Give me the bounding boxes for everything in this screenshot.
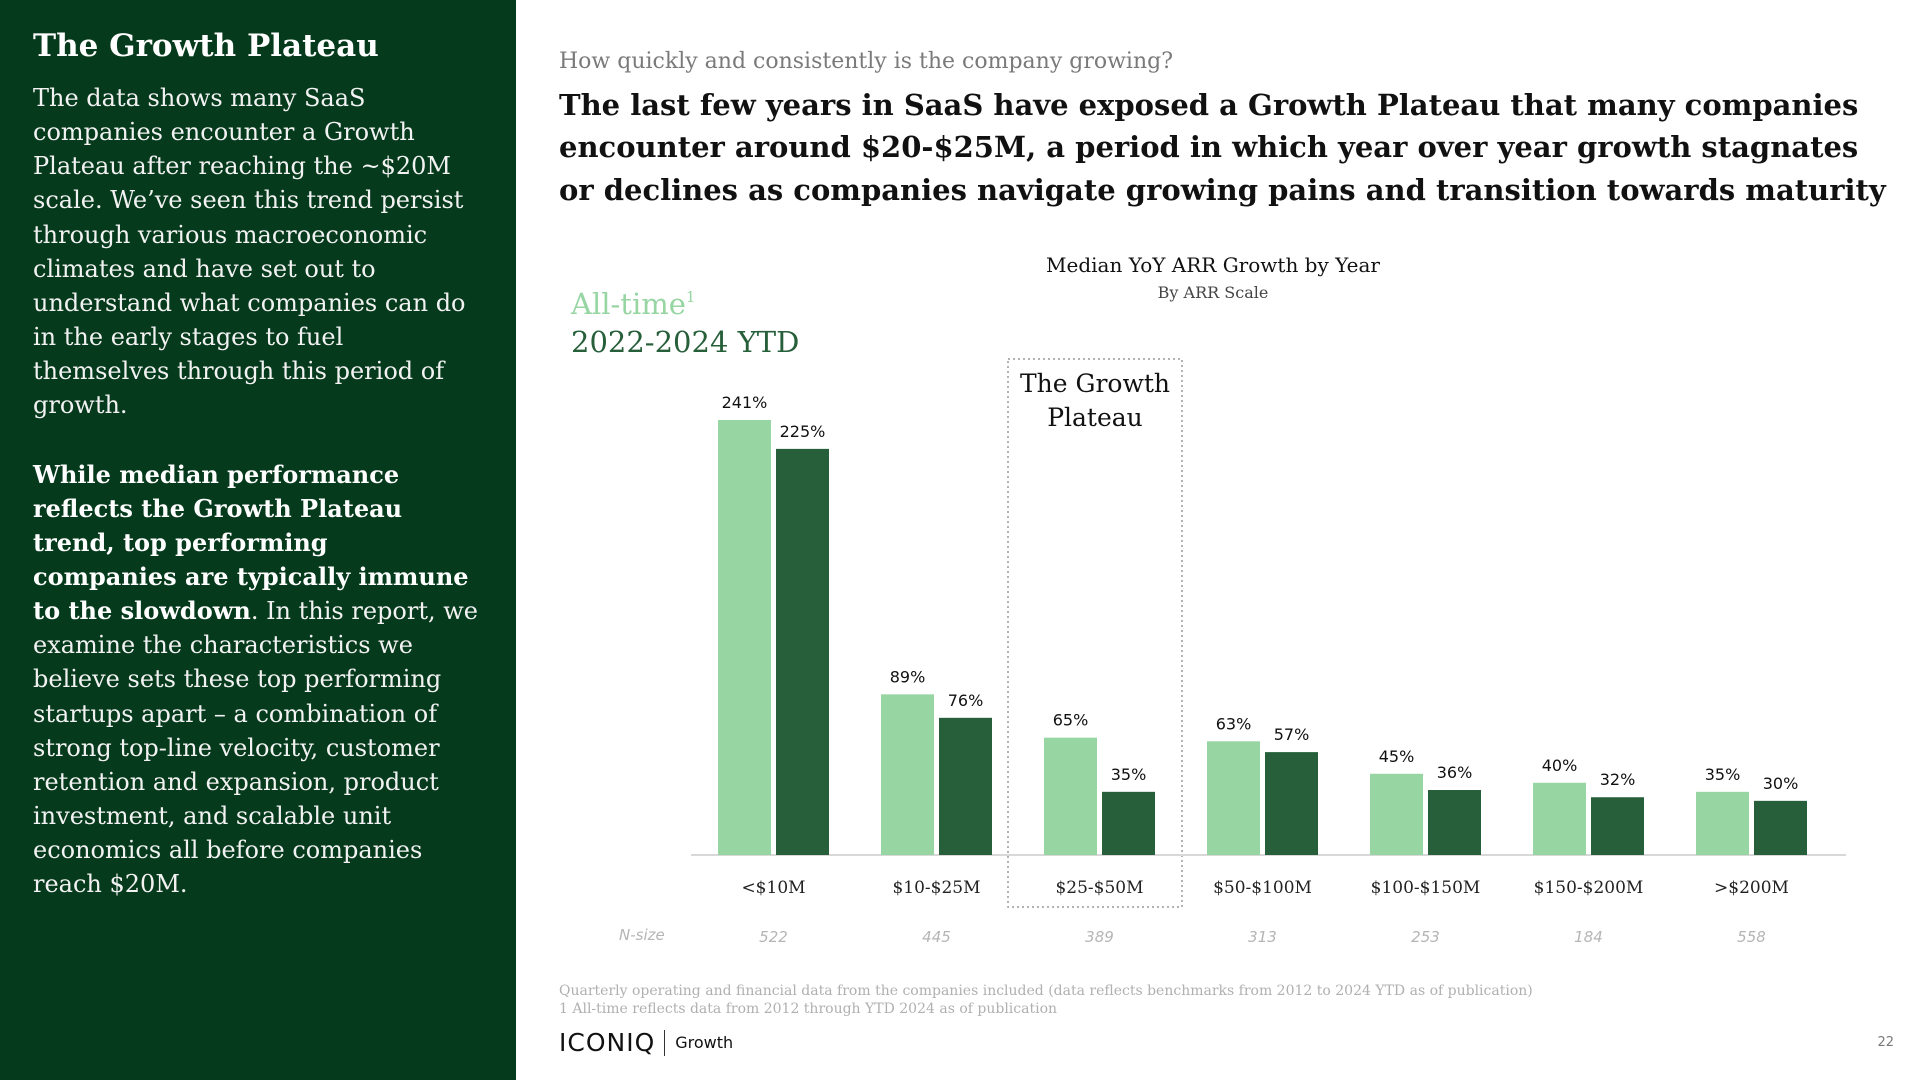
sidebar-paragraph-2-rest: . In this report, we examine the charact…	[33, 597, 478, 898]
data-label-ytd-4: 36%	[1437, 763, 1473, 782]
footnote-2: 1 All-time reflects data from 2012 throu…	[559, 1000, 1058, 1017]
bar-all-time-4	[1370, 773, 1423, 855]
sidebar-paragraph-2-bold: While median performance reflects the Gr…	[33, 459, 469, 626]
logo-subbrand: Growth	[675, 1033, 734, 1052]
growth-plateau-box	[1007, 358, 1183, 908]
x-tick-label-4: $100-$150M	[1371, 878, 1481, 898]
main-content: How quickly and consistently is the comp…	[516, 0, 1920, 1080]
data-label-ytd-0: 225%	[780, 422, 826, 441]
x-tick-label-6: >$200M	[1714, 878, 1789, 898]
data-label-all-time-4: 45%	[1379, 747, 1415, 766]
brand-logo: ICONIQ Growth	[559, 1028, 733, 1057]
bar-ytd-3	[1265, 752, 1318, 855]
bar-chart: Median YoY ARR Growth by Year By ARR Sca…	[570, 253, 1846, 946]
bar-all-time-6	[1696, 791, 1749, 855]
sidebar-paragraph-2: While median performance reflects the Gr…	[33, 458, 478, 901]
sidebar-panel: The Growth Plateau The data shows many S…	[0, 0, 516, 1080]
nsize-value-1: 445	[922, 928, 951, 946]
bar-ytd-5	[1591, 797, 1644, 855]
sidebar-title: The Growth Plateau	[33, 28, 379, 64]
growth-plateau-line-1: The Growth	[1020, 369, 1170, 398]
data-label-ytd-6: 30%	[1763, 774, 1799, 793]
x-tick-label-1: $10-$25M	[892, 878, 980, 898]
nsize-value-3: 313	[1248, 928, 1277, 946]
data-label-ytd-3: 57%	[1274, 725, 1310, 744]
bar-ytd-0	[776, 448, 829, 855]
legend-ytd: 2022-2024 YTD	[571, 325, 799, 359]
bars-group: 241% 225% 89% 76% 65% 35% 63% 57% 45% 36% 40% 32% 35…	[718, 393, 1807, 855]
nsize-value-5: 184	[1574, 928, 1603, 946]
bar-ytd-1	[939, 717, 992, 855]
nsize-value-0: 522	[759, 928, 788, 946]
x-tick-label-0: <$10M	[741, 878, 805, 898]
bar-ytd-4	[1428, 790, 1481, 855]
nsize-value-4: 253	[1411, 928, 1440, 946]
nsize-label: N-size	[619, 926, 665, 944]
data-label-all-time-2: 65%	[1053, 711, 1089, 730]
x-tick-label-5: $150-$200M	[1534, 878, 1644, 898]
x-tick-label-2: $25-$50M	[1055, 878, 1143, 898]
bar-all-time-5	[1533, 782, 1586, 855]
data-label-all-time-3: 63%	[1216, 714, 1252, 733]
kicker-question: How quickly and consistently is the comp…	[559, 49, 1174, 74]
data-label-ytd-2: 35%	[1111, 765, 1147, 784]
logo-divider	[664, 1029, 666, 1056]
x-tick-label-3: $50-$100M	[1213, 878, 1312, 898]
nsize-value-2: 389	[1085, 928, 1114, 946]
nsize-value-6: 558	[1737, 928, 1766, 946]
chart-title: Median YoY ARR Growth by Year	[1046, 253, 1380, 277]
page-number: 22	[1877, 1035, 1894, 1050]
bar-all-time-1	[881, 694, 934, 855]
legend-footnote-marker: 1	[686, 288, 696, 306]
data-label-ytd-1: 76%	[948, 691, 984, 710]
data-label-all-time-1: 89%	[890, 667, 926, 686]
bar-ytd-2	[1102, 791, 1155, 855]
legend-all-time-label: All-time	[570, 287, 686, 321]
bar-ytd-6	[1754, 800, 1807, 855]
data-label-all-time-5: 40%	[1542, 756, 1578, 775]
footnote-1: Quarterly operating and financial data f…	[559, 983, 1533, 999]
nsize-values: 522 445 389 313 253 184 558	[759, 928, 1766, 946]
chart-subtitle: By ARR Scale	[1158, 283, 1269, 302]
growth-plateau-label: The Growth Plateau	[1020, 369, 1170, 432]
data-label-all-time-0: 241%	[722, 393, 768, 412]
legend-all-time: All-time1	[570, 287, 695, 321]
data-label-ytd-5: 32%	[1600, 770, 1636, 789]
bar-all-time-0	[718, 420, 771, 855]
x-tick-labels: <$10M $10-$25M $25-$50M $50-$100M $100-$150M…	[741, 878, 1789, 898]
bar-all-time-2	[1044, 737, 1097, 855]
logo-wordmark: ICONIQ	[559, 1028, 656, 1057]
data-label-all-time-6: 35%	[1705, 765, 1741, 784]
growth-plateau-line-2: Plateau	[1047, 403, 1143, 432]
headline: The last few years in SaaS have exposed …	[559, 88, 1886, 207]
footnotes: Quarterly operating and financial data f…	[559, 983, 1533, 1018]
bar-all-time-3	[1207, 741, 1260, 855]
sidebar-paragraph-1: The data shows many SaaS companies encou…	[33, 84, 466, 419]
